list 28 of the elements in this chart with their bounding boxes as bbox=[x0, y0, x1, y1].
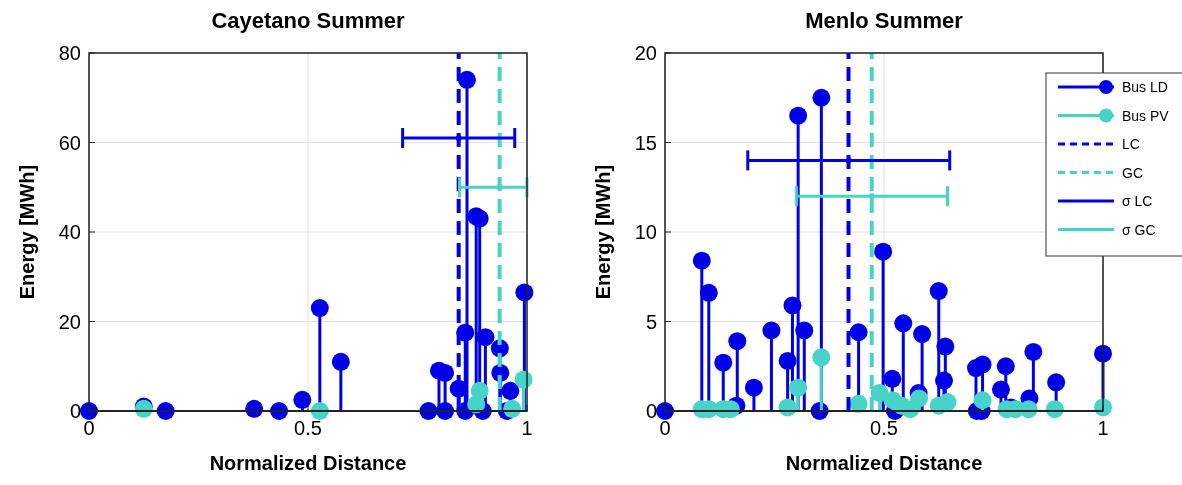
legend-label: σ GC bbox=[1122, 221, 1156, 238]
y-tick-label: 40 bbox=[58, 221, 81, 243]
x-tick-label: 0 bbox=[83, 417, 95, 439]
x-axis-title: Normalized Distance bbox=[209, 452, 407, 474]
y-tick-label: 20 bbox=[634, 42, 657, 64]
y-tick-label: 80 bbox=[58, 42, 81, 64]
y-tick-label: 5 bbox=[645, 310, 657, 333]
x-tick-label: 0 bbox=[659, 417, 671, 439]
y-axis-title: Energy [MWh] bbox=[16, 164, 38, 300]
y-tick-label: 15 bbox=[634, 131, 657, 154]
y-tick-label: 10 bbox=[634, 221, 657, 243]
legend-label: σ LC bbox=[1122, 193, 1153, 209]
y-tick-label: 20 bbox=[58, 310, 81, 333]
legend-label: GC bbox=[1122, 164, 1143, 181]
y-tick-label: 60 bbox=[58, 131, 81, 154]
legend-label: Bus PV bbox=[1122, 107, 1170, 124]
x-tick-label: 0.5 bbox=[870, 417, 898, 439]
chart-title: Menlo Summer bbox=[805, 8, 964, 33]
legend-label: LC bbox=[1122, 136, 1140, 152]
x-tick-label: 1 bbox=[1097, 417, 1109, 439]
x-tick-label: 0.5 bbox=[294, 417, 322, 439]
y-tick-label: 0 bbox=[645, 400, 657, 422]
x-tick-label: 1 bbox=[521, 417, 533, 439]
y-tick-label: 0 bbox=[69, 400, 81, 422]
x-axis-title: Normalized Distance bbox=[785, 452, 983, 474]
legend-label: Bus LD bbox=[1122, 79, 1168, 95]
y-axis-title: Energy [MWh] bbox=[592, 164, 614, 300]
chart-title: Cayetano Summer bbox=[211, 8, 406, 33]
